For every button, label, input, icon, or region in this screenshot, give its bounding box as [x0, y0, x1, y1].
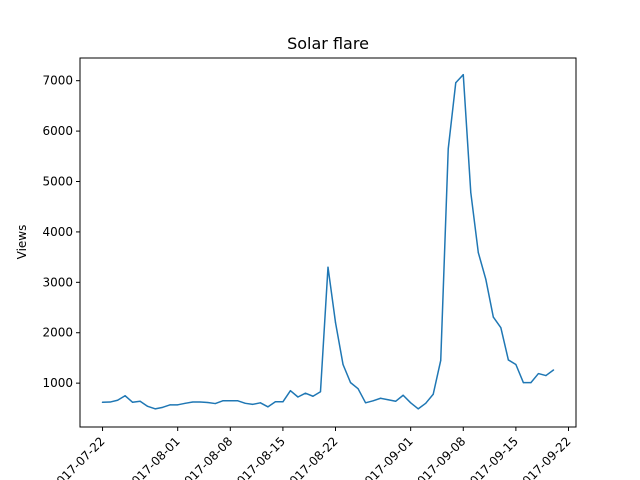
y-axis: 1000 2000 3000 4000 5000 6000 7000 — [42, 74, 80, 390]
data-point — [395, 400, 397, 402]
data-point — [455, 82, 457, 84]
data-point — [440, 359, 442, 362]
data-point — [274, 401, 276, 403]
y-axis-label: Views — [15, 225, 29, 260]
data-point — [327, 266, 329, 268]
data-point — [252, 403, 254, 405]
y-tick-label: 4000 — [42, 225, 73, 239]
data-point — [357, 388, 359, 390]
x-tick-label: 2017-08-01 — [124, 434, 183, 480]
data-point — [297, 396, 299, 398]
y-tick-label: 6000 — [42, 124, 73, 138]
data-point — [447, 148, 449, 150]
data-point — [417, 408, 419, 410]
data-point — [116, 399, 119, 401]
x-axis: 2017-07-22 2017-08-012017-08-082017-08-15… — [48, 427, 574, 480]
y-tick-label: 7000 — [42, 74, 73, 88]
data-point — [289, 390, 292, 392]
data-point — [522, 382, 524, 384]
data-point — [267, 406, 269, 408]
data-point — [507, 359, 509, 361]
data-point — [387, 399, 389, 401]
x-tick-label: 2017-09-22 — [514, 434, 573, 480]
y-tick-label: 1000 — [42, 376, 73, 390]
data-point — [410, 402, 412, 404]
data-point — [462, 74, 464, 76]
data-point — [154, 408, 156, 410]
data-point — [304, 392, 307, 394]
data-point — [500, 327, 502, 329]
data-point — [552, 369, 555, 371]
plot-frame — [79, 57, 577, 428]
data-point — [342, 363, 344, 366]
y-tick-label: 5000 — [42, 175, 73, 189]
data-point — [192, 401, 194, 403]
data-point — [169, 404, 171, 406]
data-point — [244, 402, 246, 404]
data-point — [515, 363, 517, 366]
data-point — [132, 401, 134, 403]
data-point — [380, 397, 382, 399]
data-point — [139, 400, 141, 402]
data-point — [177, 404, 179, 406]
x-tick-label: 2017-09-01 — [357, 434, 416, 480]
x-tick-label: 2017-08-22 — [281, 434, 340, 480]
data-point — [470, 191, 472, 194]
data-point — [147, 405, 149, 407]
data-point — [222, 400, 224, 402]
data-point — [402, 394, 404, 396]
x-tick-label: 2017-09-08 — [409, 434, 468, 480]
data-point — [477, 251, 479, 254]
x-tick-label: 2017-08-15 — [229, 434, 288, 480]
chart-title: Solar flare — [287, 34, 369, 53]
data-point — [184, 402, 186, 404]
data-point — [485, 278, 487, 280]
data-point — [229, 400, 231, 402]
y-tick-label: 2000 — [42, 326, 73, 340]
data-point — [109, 401, 111, 403]
data-point — [349, 382, 352, 384]
data-point — [530, 382, 532, 384]
data-point — [101, 401, 104, 403]
data-point — [545, 374, 547, 377]
data-point — [372, 400, 374, 402]
data-point — [207, 401, 209, 404]
data-point — [124, 395, 126, 397]
data-point — [319, 391, 322, 393]
y-tick-label: 3000 — [42, 275, 73, 289]
data-point — [162, 406, 164, 408]
data-point — [312, 395, 314, 397]
data-point — [214, 402, 216, 405]
data-point — [199, 401, 201, 403]
data-point — [492, 316, 494, 318]
data-point — [237, 400, 239, 402]
plot-area — [101, 73, 555, 410]
data-point — [259, 402, 261, 404]
x-tick-label: 2017-08-08 — [176, 434, 235, 480]
data-point — [425, 402, 427, 404]
x-tick-label: 2017-07-22 — [48, 434, 107, 480]
data-point — [537, 372, 540, 375]
data-point — [364, 402, 367, 404]
data-point — [334, 322, 337, 324]
data-point — [432, 393, 434, 395]
data-point — [282, 401, 284, 403]
x-tick-label: 2017-09-15 — [462, 434, 521, 480]
series-line — [101, 73, 555, 410]
